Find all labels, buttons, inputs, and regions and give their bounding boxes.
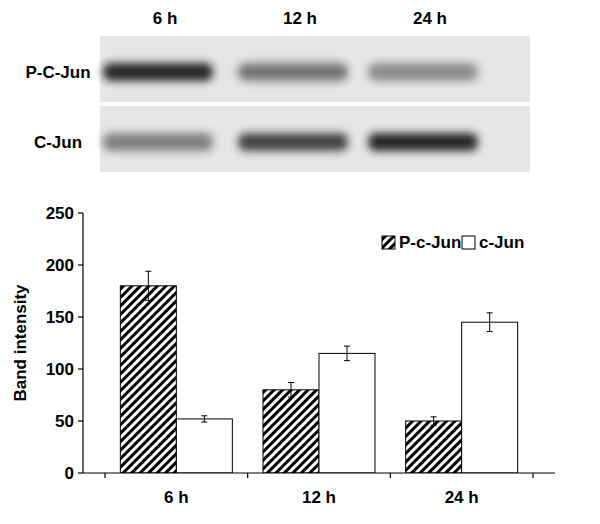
blot-band: [238, 63, 348, 81]
error-bar: [288, 383, 294, 398]
bar: [120, 286, 176, 473]
bar: [263, 390, 319, 473]
x-tick: [104, 473, 105, 478]
x-tick: [532, 473, 533, 478]
error-bar: [145, 271, 151, 300]
row-label: C-Jun: [34, 133, 82, 152]
bar: [462, 322, 518, 473]
bars: [120, 271, 517, 473]
bar: [319, 353, 375, 473]
error-stem: [433, 417, 434, 425]
y-tick: [78, 264, 83, 265]
x-tick-label: 24 h: [445, 488, 479, 507]
blot-band: [238, 133, 348, 151]
error-cap: [487, 312, 493, 313]
y-tick-label: 50: [55, 412, 74, 431]
bar: [406, 421, 462, 473]
error-cap: [145, 300, 151, 301]
y-tick-label: 0: [65, 464, 74, 483]
y-tick: [78, 316, 83, 317]
error-cap: [344, 346, 350, 347]
blot-panel: [100, 106, 530, 172]
y-axis: [82, 213, 83, 473]
error-stem: [489, 313, 490, 332]
error-stem: [204, 416, 205, 422]
y-tick-label: 100: [46, 360, 74, 379]
x-tick-label: 6 h: [164, 488, 189, 507]
error-cap: [201, 415, 207, 416]
x-axis: [83, 472, 555, 473]
lane-label: 12 h: [283, 9, 317, 28]
y-tick: [78, 212, 83, 213]
error-cap: [201, 422, 207, 423]
error-bar: [487, 313, 493, 332]
error-cap: [288, 382, 294, 383]
y-tick-label: 150: [46, 308, 74, 327]
x-tick: [390, 473, 391, 478]
legend-label: P-c-Jun: [399, 233, 461, 252]
blot-band: [103, 133, 213, 151]
figure: 6 h 12 h 24 h P-C-Jun C-Jun 0 50 100 150 200 250 Ba…: [0, 0, 600, 524]
x-tick: [247, 473, 248, 478]
error-bar: [201, 416, 207, 422]
error-cap: [344, 360, 350, 361]
blot-band: [368, 133, 478, 151]
blot-band: [368, 63, 478, 81]
bar: [176, 419, 232, 473]
error-bar: [344, 346, 350, 361]
y-tick: [78, 420, 83, 421]
error-bar: [431, 417, 437, 425]
y-tick: [78, 368, 83, 369]
legend-swatch: [462, 236, 475, 249]
y-tick-label: 250: [46, 204, 74, 223]
y-tick-label: 200: [46, 256, 74, 275]
lane-label: 24 h: [413, 9, 447, 28]
error-cap: [431, 425, 437, 426]
error-stem: [148, 271, 149, 300]
error-cap: [145, 271, 151, 272]
legend-swatch: [382, 236, 395, 249]
error-cap: [431, 416, 437, 417]
error-stem: [291, 383, 292, 398]
legend-label: c-Jun: [479, 233, 524, 252]
blot-panel: [100, 36, 530, 102]
x-tick-label: 12 h: [302, 488, 336, 507]
y-tick: [78, 472, 83, 473]
error-stem: [347, 346, 348, 361]
legend: P-c-Jun c-Jun: [382, 233, 524, 252]
row-label: P-C-Jun: [25, 63, 90, 82]
lane-label: 6 h: [153, 9, 178, 28]
error-cap: [487, 331, 493, 332]
y-axis-label: Band intensity: [11, 284, 30, 402]
blot-band: [103, 63, 213, 81]
error-cap: [288, 397, 294, 398]
